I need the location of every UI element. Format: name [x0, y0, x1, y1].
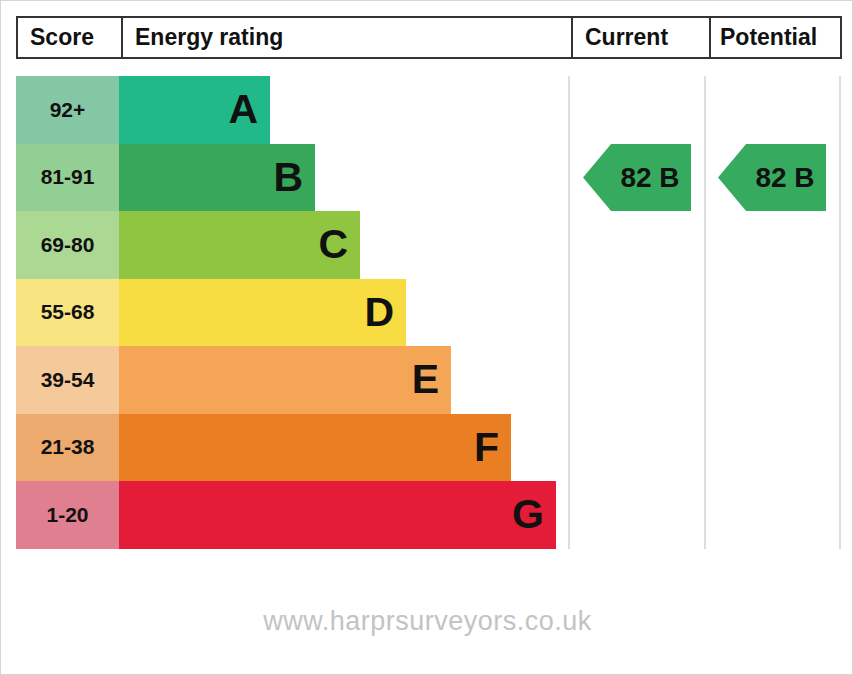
band-row-e: 39-54 E	[16, 346, 556, 414]
current-column-divider	[568, 76, 570, 549]
band-row-a: 92+ A	[16, 76, 556, 144]
right-column-divider	[839, 76, 841, 549]
band-row-d: 55-68 D	[16, 279, 556, 347]
potential-column-divider	[704, 76, 706, 549]
rating-bar-f: F	[119, 414, 511, 482]
current-rating-arrow: 82 B	[583, 144, 691, 211]
score-cell-d: 55-68	[16, 279, 119, 347]
current-rating-value: 82 B	[620, 162, 679, 194]
potential-rating-arrow: 82 B	[718, 144, 826, 211]
band-row-c: 69-80 C	[16, 211, 556, 279]
rating-bands: 92+ A 81-91 B 69-80 C 55-68 D 39-54 E 21…	[16, 76, 556, 549]
rating-bar-b: B	[119, 144, 315, 212]
score-cell-c: 69-80	[16, 211, 119, 279]
band-row-g: 1-20 G	[16, 481, 556, 549]
score-cell-b: 81-91	[16, 144, 119, 212]
chart-area: 92+ A 81-91 B 69-80 C 55-68 D 39-54 E 21…	[1, 1, 853, 675]
rating-bar-e: E	[119, 346, 451, 414]
score-cell-e: 39-54	[16, 346, 119, 414]
band-row-f: 21-38 F	[16, 414, 556, 482]
band-row-b: 81-91 B	[16, 144, 556, 212]
rating-bar-a: A	[119, 76, 270, 144]
score-cell-g: 1-20	[16, 481, 119, 549]
rating-bar-c: C	[119, 211, 360, 279]
score-cell-a: 92+	[16, 76, 119, 144]
watermark-text: www.harprsurveyors.co.uk	[1, 606, 853, 637]
rating-bar-g: G	[119, 481, 556, 549]
potential-rating-value: 82 B	[755, 162, 814, 194]
rating-bar-d: D	[119, 279, 406, 347]
score-cell-f: 21-38	[16, 414, 119, 482]
epc-rating-chart: Score Energy rating Current Potential 92…	[0, 0, 853, 675]
